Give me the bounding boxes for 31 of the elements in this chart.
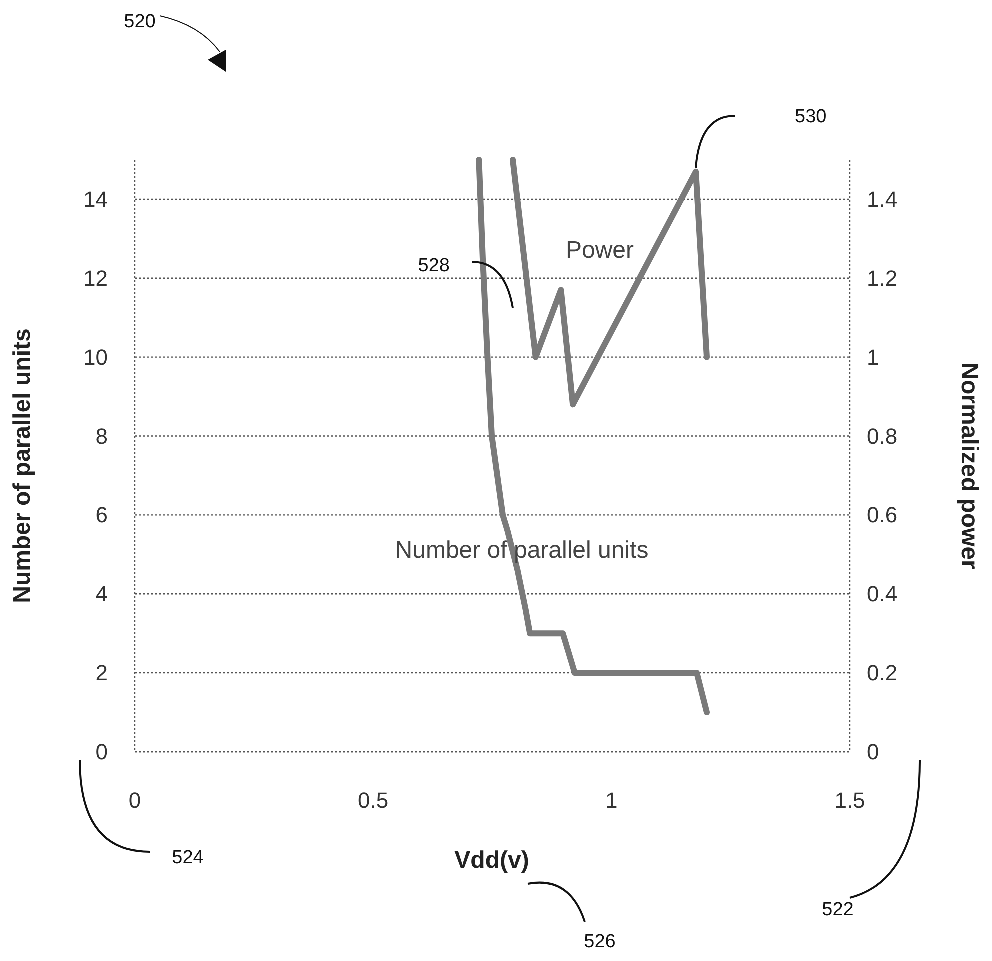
series-label: Power — [566, 237, 634, 264]
x-axis-title: Vdd(v) — [454, 847, 530, 874]
text: 526 — [584, 932, 616, 952]
y2-tick-label: 0.6 — [867, 502, 898, 528]
y2-tick-label: 0.8 — [867, 424, 898, 449]
text: 524 — [172, 848, 204, 868]
x-tick-label: 0.5 — [358, 788, 389, 813]
text: 522 — [822, 900, 854, 920]
x-tick-label: 1.5 — [834, 788, 866, 813]
y2-tick-label: 0.2 — [867, 660, 898, 686]
y2-tick-label: 1.2 — [867, 266, 898, 291]
series-label: Number of parallel units — [395, 537, 649, 564]
annotation: 528 — [418, 256, 450, 276]
y-tick-label: 14 — [84, 186, 108, 212]
y2-tick-label: 0 — [867, 740, 880, 764]
y-tick-label: 8 — [96, 424, 108, 449]
text: 530 — [795, 106, 827, 128]
y-tick-label: 0 — [96, 740, 108, 764]
text: 520 — [124, 12, 156, 32]
y-tick-label: 2 — [96, 660, 108, 686]
y2-tick-label: 0.4 — [867, 582, 898, 607]
y-axis-title: Number of parallel units — [9, 328, 36, 604]
y2-axis-title: Normalized power — [956, 362, 983, 570]
y2-tick-label: 1 — [867, 344, 880, 370]
y-tick-label: 10 — [84, 344, 108, 370]
y-tick-label: 12 — [84, 266, 108, 291]
x-tick-label: 1 — [606, 788, 618, 813]
x-tick-label: 0 — [128, 788, 142, 813]
y-tick-label: 4 — [96, 582, 108, 607]
y2-tick-label: 1.4 — [867, 186, 898, 212]
y-tick-label: 6 — [96, 502, 108, 528]
